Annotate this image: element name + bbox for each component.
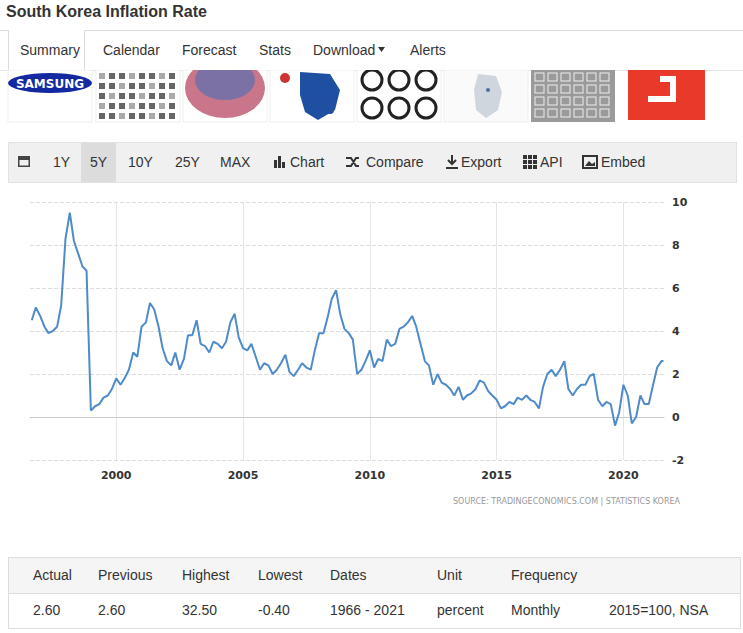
html-text:Summary: Summary	[20, 41, 80, 58]
html-text:25Y: 25Y	[175, 153, 200, 170]
svg-text:0: 0	[672, 411, 680, 424]
html-text:Chart: Chart	[290, 153, 325, 170]
html-text:Embed: Embed	[601, 153, 646, 170]
html-text:10Y: 10Y	[128, 153, 153, 170]
html-text:Lowest: Lowest	[258, 566, 303, 583]
html-text:Frequency: Frequency	[511, 566, 578, 583]
html-text:Calendar: Calendar	[103, 41, 160, 58]
html-text:MAX: MAX	[220, 153, 251, 170]
html-text:API: API	[540, 153, 563, 170]
svg-text:2005: 2005	[228, 469, 259, 482]
html-text:2.60: 2.60	[98, 601, 126, 618]
html-text:Compare: Compare	[366, 153, 424, 170]
html-text:1Y: 1Y	[53, 153, 71, 170]
html-text:Unit: Unit	[437, 566, 462, 583]
html-text:Forecast: Forecast	[182, 41, 237, 58]
svg-text:8: 8	[672, 239, 680, 252]
html-text:South Korea Inflation Rate: South Korea Inflation Rate	[6, 3, 207, 21]
html-text:2.60: 2.60	[33, 601, 61, 618]
html-text:Download: Download	[313, 41, 376, 58]
svg-text:SOURCE: TRADINGECONOMICS.COM |: SOURCE: TRADINGECONOMICS.COM | STATISTIC…	[453, 497, 681, 506]
html-text:Monthly: Monthly	[511, 601, 560, 618]
html-text:5Y: 5Y	[90, 153, 108, 170]
svg-text:6: 6	[672, 282, 680, 295]
html-text:percent: percent	[437, 601, 484, 618]
html-text:Stats: Stats	[259, 41, 291, 58]
html-text:Actual: Actual	[33, 566, 72, 583]
html-text:Highest: Highest	[182, 566, 230, 583]
html-text:1966 - 2021: 1966 - 2021	[330, 601, 405, 618]
html-text:-0.40: -0.40	[258, 601, 290, 618]
svg-text:2010: 2010	[355, 469, 386, 482]
svg-text:10: 10	[672, 196, 688, 209]
html-text:Export: Export	[461, 153, 502, 170]
html-text:Dates: Dates	[330, 566, 367, 583]
svg-text:2000: 2000	[101, 469, 132, 482]
html-text:Alerts: Alerts	[410, 41, 446, 58]
svg-text:-2: -2	[672, 454, 684, 467]
html-text:32.50: 32.50	[182, 601, 217, 618]
svg-text:SAMSUNG: SAMSUNG	[16, 77, 84, 91]
svg-text:2015: 2015	[481, 469, 512, 482]
svg-text:2020: 2020	[608, 469, 639, 482]
html-text:Previous: Previous	[98, 566, 153, 583]
svg-text:4: 4	[672, 325, 680, 338]
html-text:2015=100, NSA: 2015=100, NSA	[609, 601, 709, 618]
svg-text:2: 2	[672, 368, 680, 381]
